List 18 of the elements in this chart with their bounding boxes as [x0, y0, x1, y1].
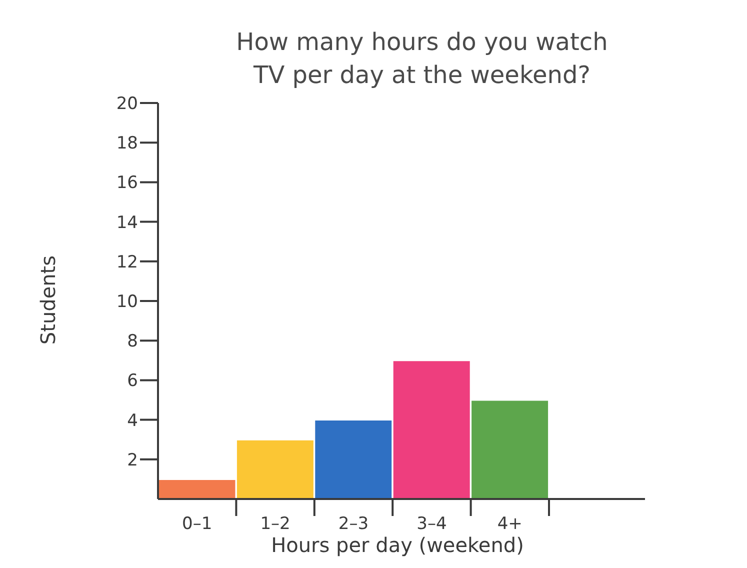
y-tick-label: 20: [116, 94, 138, 114]
y-tick-label: 16: [116, 173, 138, 194]
y-tick-label: 2: [127, 450, 138, 470]
y-tick-label: 8: [127, 332, 138, 352]
x-tick-label: 0–1: [182, 514, 212, 534]
x-axis-title: Hours per day (weekend): [271, 533, 524, 557]
x-tick-label: 4+: [497, 514, 522, 534]
y-axis-title: Students: [36, 255, 60, 345]
y-tick-label: 10: [116, 292, 138, 312]
x-tick-label: 3–4: [416, 514, 447, 534]
y-tick-label: 18: [116, 134, 138, 154]
y-tick-label: 14: [116, 212, 138, 233]
chart-title: How many hours do you watch TV per day at the weekend?: [235, 27, 609, 91]
x-tick-label: 2–3: [338, 514, 369, 534]
y-tick-label: 6: [127, 371, 138, 392]
y-tick-label: 4: [127, 410, 138, 431]
y-tick-label: 12: [116, 252, 138, 272]
x-tick-label: 1–2: [260, 514, 290, 534]
